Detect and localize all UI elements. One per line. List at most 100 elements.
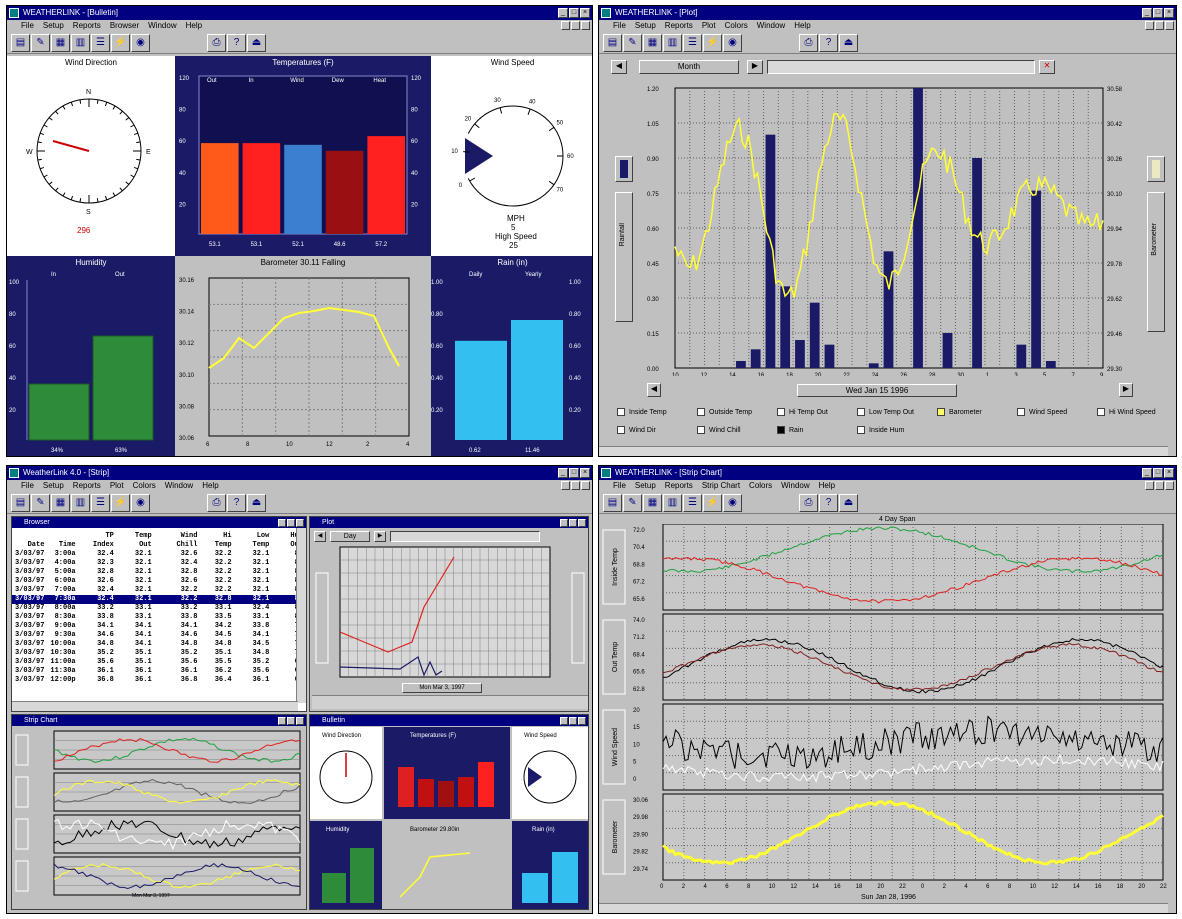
menu-reports[interactable]: Reports [664, 481, 693, 490]
legend-item[interactable]: Wind Speed [1017, 408, 1067, 416]
browser-horizontal-scrollbar[interactable] [12, 701, 298, 711]
close-button[interactable]: × [1164, 8, 1174, 18]
menu-colors[interactable]: Colors [724, 21, 748, 30]
menu-setup[interactable]: Setup [634, 481, 656, 490]
menu-reports[interactable]: Reports [664, 21, 693, 30]
doc-close-button[interactable] [581, 21, 590, 30]
menu-window[interactable]: Window [164, 481, 194, 490]
legend-item[interactable]: Hi Wind Speed [1097, 408, 1156, 416]
menu-help[interactable]: Help [202, 481, 219, 490]
column-header[interactable]: TP Index [92, 532, 114, 549]
summary-icon[interactable]: ▥ [663, 33, 682, 52]
legend-item[interactable]: Outside Temp [697, 408, 752, 416]
globe-icon[interactable]: ◉ [723, 493, 742, 512]
span-next-button[interactable]: ▶ [747, 60, 763, 74]
horizontal-scrollbar[interactable] [599, 903, 1168, 913]
chart-icon[interactable]: ✎ [623, 493, 642, 512]
globe-icon[interactable]: ◉ [723, 33, 742, 52]
legend-item[interactable]: Hi Temp Out [777, 408, 828, 416]
alarm-icon[interactable]: ⚡ [703, 493, 722, 512]
menu-help[interactable]: Help [185, 21, 203, 30]
grid-icon[interactable]: ▦ [643, 493, 662, 512]
menu-colors[interactable]: Colors [749, 481, 773, 490]
right-series-swatch[interactable] [1147, 156, 1165, 182]
column-header[interactable]: Wind Chill [176, 532, 198, 549]
legend-item[interactable]: Inside Hum [857, 426, 904, 434]
legend-checkbox[interactable] [697, 426, 705, 434]
strip-icon[interactable]: ☰ [91, 493, 110, 512]
menu-help[interactable]: Help [794, 21, 811, 30]
doc-minimize-button[interactable] [1145, 21, 1154, 30]
exit-icon[interactable]: ⏏ [247, 493, 266, 512]
span-selector[interactable]: Month [639, 60, 739, 74]
maximize-button[interactable] [569, 519, 577, 527]
help-icon[interactable]: ? [227, 33, 246, 52]
bulletin-icon[interactable]: ▤ [603, 33, 622, 52]
menu-window[interactable]: Window [756, 21, 786, 30]
alarm-icon[interactable]: ⚡ [703, 33, 722, 52]
close-button[interactable] [296, 519, 304, 527]
menu-file[interactable]: File [21, 21, 34, 30]
chart-icon[interactable]: ✎ [623, 33, 642, 52]
maximize-button[interactable]: □ [1153, 468, 1163, 478]
grid-icon[interactable]: ▦ [643, 33, 662, 52]
maximize-button[interactable]: □ [569, 8, 579, 18]
plot-next-button[interactable]: ▶ [374, 531, 386, 542]
horizontal-scrollbar[interactable] [599, 446, 1168, 456]
help-icon[interactable]: ? [227, 493, 246, 512]
globe-icon[interactable]: ◉ [131, 33, 150, 52]
menu-plot[interactable]: Plot [109, 481, 124, 490]
column-header[interactable]: Hi Temp [214, 532, 232, 549]
bulletin-icon[interactable]: ▤ [603, 493, 622, 512]
doc-minimize-button[interactable] [561, 481, 570, 490]
legend-checkbox[interactable] [937, 408, 945, 416]
scroll-right-button[interactable]: ▶ [1119, 383, 1133, 397]
legend-checkbox[interactable] [697, 408, 705, 416]
doc-restore-button[interactable] [571, 21, 580, 30]
chart-icon[interactable]: ✎ [31, 33, 50, 52]
minimize-button[interactable]: _ [1142, 468, 1152, 478]
menu-browser[interactable]: Browser [109, 21, 140, 30]
plot-span-selector[interactable]: Day [330, 531, 370, 542]
menu-strip-chart[interactable]: Strip Chart [701, 481, 741, 490]
legend-checkbox[interactable] [857, 408, 865, 416]
print-icon[interactable]: ⎙ [207, 493, 226, 512]
exit-icon[interactable]: ⏏ [839, 33, 858, 52]
maximize-button[interactable] [287, 519, 295, 527]
chart-icon[interactable]: ✎ [31, 493, 50, 512]
grid-icon[interactable]: ▦ [51, 33, 70, 52]
menu-window[interactable]: Window [148, 21, 177, 30]
span-prev-button[interactable]: ◀ [611, 60, 627, 74]
print-icon[interactable]: ⎙ [799, 493, 818, 512]
maximize-button[interactable]: □ [569, 468, 579, 478]
menu-file[interactable]: File [613, 21, 626, 30]
strip-icon[interactable]: ☰ [91, 33, 110, 52]
menu-reports[interactable]: Reports [72, 21, 101, 30]
plot-span-scroll[interactable] [390, 531, 540, 542]
right-axis-button[interactable]: Barometer [1147, 192, 1165, 332]
minimize-button[interactable]: _ [558, 8, 568, 18]
close-button[interactable] [296, 717, 304, 725]
menu-plot[interactable]: Plot [701, 21, 716, 30]
menu-file[interactable]: File [613, 481, 626, 490]
menu-colors[interactable]: Colors [132, 481, 156, 490]
close-plot-button[interactable]: ✕ [1039, 60, 1055, 74]
doc-restore-button[interactable] [1155, 481, 1164, 490]
column-header[interactable]: Low Temp [252, 532, 270, 549]
exit-icon[interactable]: ⏏ [247, 33, 266, 52]
menu-window[interactable]: Window [781, 481, 810, 490]
menu-help[interactable]: Help [818, 481, 836, 490]
legend-item[interactable]: Barometer [937, 408, 982, 416]
exit-icon[interactable]: ⏏ [839, 493, 858, 512]
minimize-button[interactable]: _ [558, 468, 568, 478]
doc-close-button[interactable] [581, 481, 590, 490]
bulletin-icon[interactable]: ▤ [11, 493, 30, 512]
